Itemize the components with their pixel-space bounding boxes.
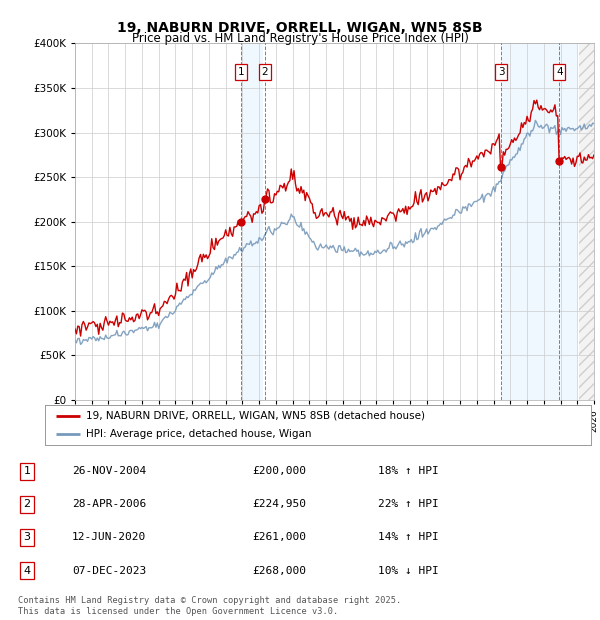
- Text: 19, NABURN DRIVE, ORRELL, WIGAN, WN5 8SB: 19, NABURN DRIVE, ORRELL, WIGAN, WN5 8SB: [117, 21, 483, 35]
- Text: 2: 2: [262, 67, 268, 77]
- Text: 14% ↑ HPI: 14% ↑ HPI: [378, 533, 439, 542]
- Text: 19, NABURN DRIVE, ORRELL, WIGAN, WN5 8SB (detached house): 19, NABURN DRIVE, ORRELL, WIGAN, WN5 8SB…: [86, 410, 425, 421]
- Text: £268,000: £268,000: [252, 565, 306, 575]
- Text: 2: 2: [23, 499, 31, 510]
- Text: Price paid vs. HM Land Registry's House Price Index (HPI): Price paid vs. HM Land Registry's House …: [131, 32, 469, 45]
- Text: 22% ↑ HPI: 22% ↑ HPI: [378, 499, 439, 510]
- Text: 4: 4: [556, 67, 563, 77]
- Text: HPI: Average price, detached house, Wigan: HPI: Average price, detached house, Wiga…: [86, 429, 311, 440]
- Text: 4: 4: [23, 565, 31, 575]
- Text: 07-DEC-2023: 07-DEC-2023: [72, 565, 146, 575]
- Text: £261,000: £261,000: [252, 533, 306, 542]
- Text: 28-APR-2006: 28-APR-2006: [72, 499, 146, 510]
- Text: 3: 3: [498, 67, 505, 77]
- Text: 3: 3: [23, 533, 31, 542]
- Text: £200,000: £200,000: [252, 466, 306, 476]
- Text: 12-JUN-2020: 12-JUN-2020: [72, 533, 146, 542]
- Text: 18% ↑ HPI: 18% ↑ HPI: [378, 466, 439, 476]
- Text: £224,950: £224,950: [252, 499, 306, 510]
- Text: 26-NOV-2004: 26-NOV-2004: [72, 466, 146, 476]
- Text: 1: 1: [23, 466, 31, 476]
- Text: 1: 1: [238, 67, 244, 77]
- Text: Contains HM Land Registry data © Crown copyright and database right 2025.
This d: Contains HM Land Registry data © Crown c…: [18, 596, 401, 616]
- Text: 10% ↓ HPI: 10% ↓ HPI: [378, 565, 439, 575]
